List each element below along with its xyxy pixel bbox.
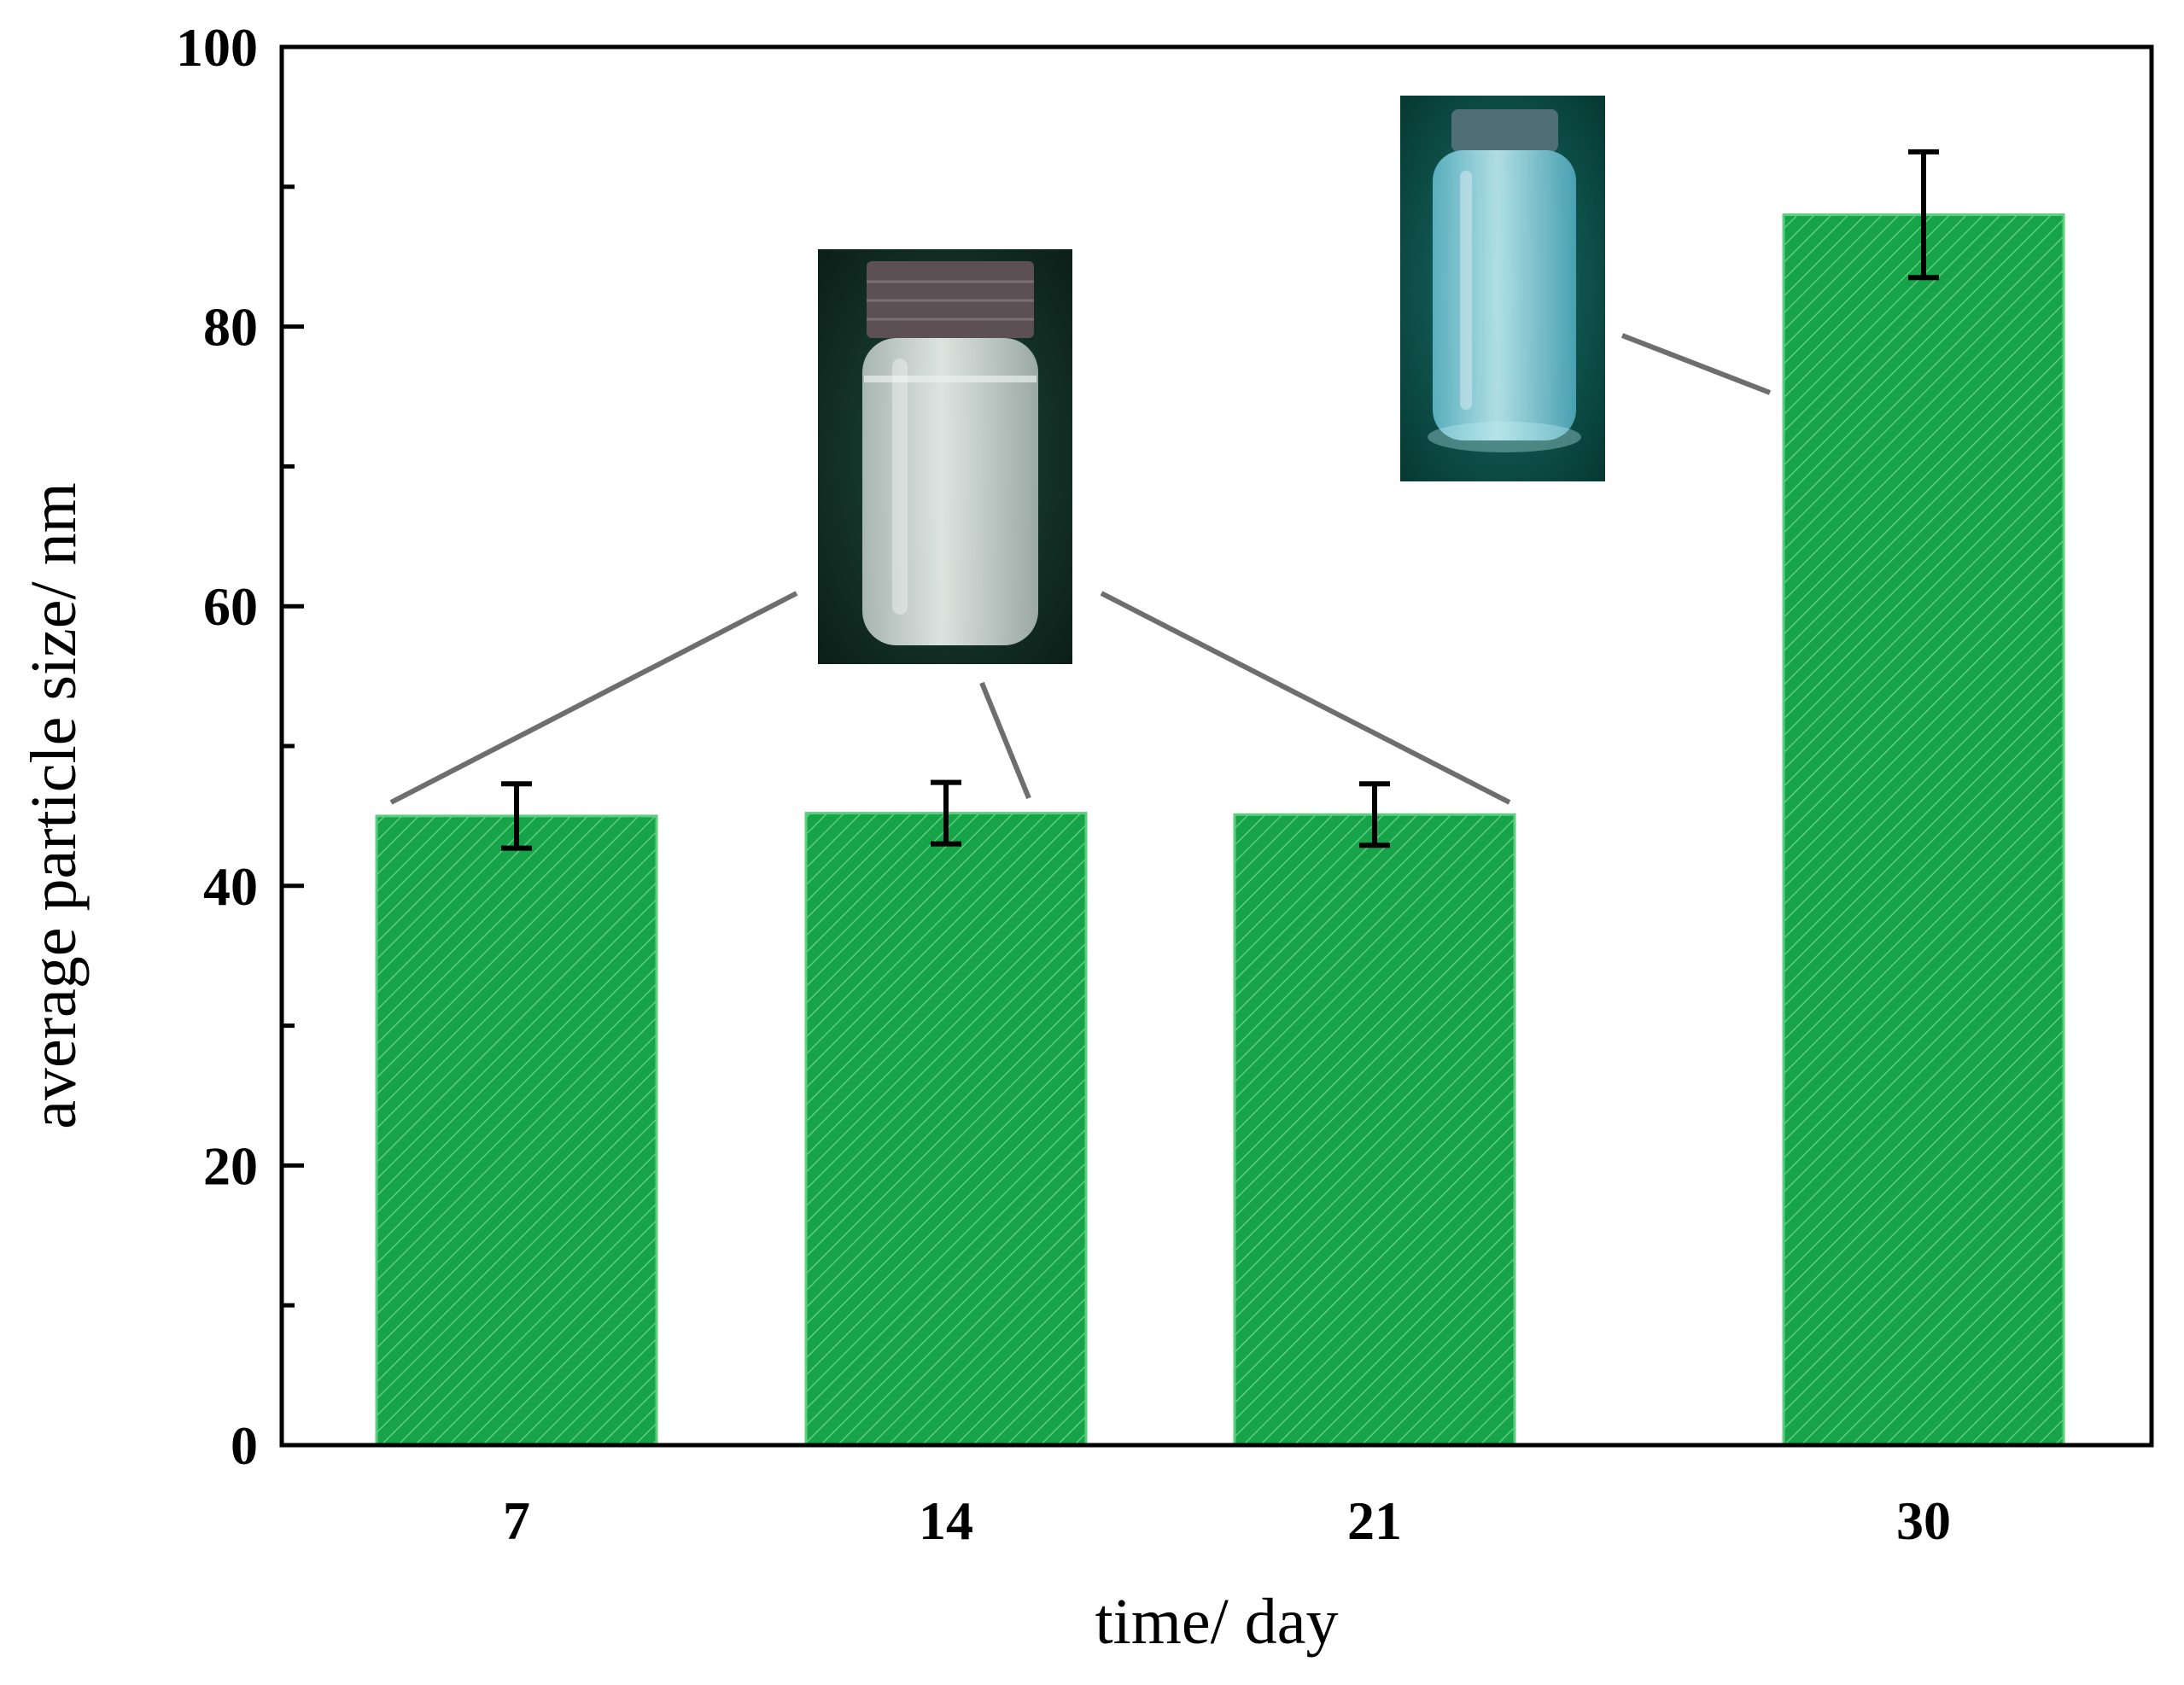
connector-line bbox=[979, 681, 1031, 800]
bar-day-14 bbox=[804, 812, 1088, 1447]
error-bars-layer bbox=[501, 149, 1939, 851]
y-tick-label: 20 bbox=[203, 1135, 258, 1196]
error-bar-day-21 bbox=[1359, 781, 1390, 848]
bars-layer bbox=[375, 213, 2065, 1447]
y-tick-label: 100 bbox=[176, 17, 258, 78]
inset-connector-lines bbox=[389, 333, 1772, 805]
blue-vial-photo bbox=[1400, 96, 1605, 481]
bar-day-7 bbox=[375, 814, 658, 1447]
error-bar-day-7 bbox=[501, 781, 532, 851]
connector-line bbox=[1620, 333, 1772, 395]
y-tick-label: 80 bbox=[203, 297, 258, 358]
y-axis-label: average particle size/ nm bbox=[18, 482, 90, 1128]
x-tick-label: 7 bbox=[503, 1490, 530, 1551]
error-bar-day-30 bbox=[1908, 149, 1939, 281]
y-tick-label: 0 bbox=[231, 1415, 258, 1476]
connector-line bbox=[389, 591, 798, 805]
vial-body bbox=[1433, 150, 1576, 440]
bar-day-30 bbox=[1782, 213, 2065, 1447]
x-tick-label: 14 bbox=[919, 1490, 973, 1551]
x-tick-label: 21 bbox=[1347, 1490, 1402, 1551]
y-tick-label: 60 bbox=[203, 576, 258, 637]
x-tick-label: 30 bbox=[1896, 1490, 1951, 1551]
connector-line bbox=[1100, 591, 1511, 805]
y-axis-ticks: 0 20 40 60 80 100 bbox=[176, 17, 304, 1476]
y-tick-label: 40 bbox=[203, 856, 258, 917]
bar-day-21 bbox=[1233, 813, 1516, 1447]
x-axis-label: time/ day bbox=[1095, 1586, 1339, 1658]
vial-body bbox=[862, 338, 1038, 645]
x-axis-ticks: 7 14 21 30 bbox=[503, 1490, 1951, 1551]
vial-cap bbox=[1451, 109, 1558, 152]
error-bar-day-14 bbox=[931, 779, 961, 847]
clear-vial-photo bbox=[818, 249, 1072, 664]
